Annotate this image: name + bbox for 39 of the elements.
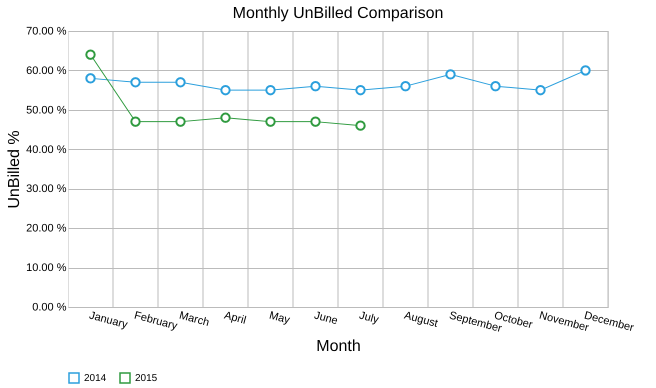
y-tick-label: 60.00 %: [26, 64, 67, 77]
point: [175, 116, 186, 127]
point: [490, 81, 501, 92]
x-tick-label: June: [312, 310, 340, 328]
y-axis-title: UnBilled %: [6, 130, 24, 209]
x-tick-label: July: [358, 310, 380, 326]
x-tick-label: August: [402, 310, 440, 330]
point: [130, 77, 141, 88]
y-tick-label: 70.00 %: [26, 26, 67, 38]
y-tick-label: 30.00 %: [26, 183, 67, 196]
y-tick-label: 0.00 %: [32, 302, 67, 314]
point: [310, 81, 321, 92]
legend-label: 2014: [84, 373, 107, 384]
y-tick-label: 40.00 %: [26, 144, 67, 156]
point: [265, 84, 276, 96]
y-tick-label: 50.00 %: [26, 104, 67, 116]
point: [265, 116, 276, 127]
point: [310, 116, 321, 127]
point: [85, 49, 96, 60]
y-tick-label: 20.00 %: [26, 222, 67, 235]
point: [580, 65, 591, 76]
point: [175, 77, 186, 88]
chart-title: Monthly UnBilled Comparison: [232, 5, 444, 22]
point: [445, 69, 456, 80]
point: [355, 84, 366, 96]
x-tick-label: January: [88, 310, 130, 332]
point: [130, 116, 141, 127]
point: [220, 84, 231, 96]
x-tick-label: March: [178, 310, 211, 329]
y-tick-label: 10.00 %: [26, 262, 67, 274]
point: [535, 84, 546, 96]
x-tick-label: April: [222, 310, 248, 327]
x-axis-title: Month: [316, 338, 361, 356]
legend-label: 2015: [135, 373, 158, 384]
point: [400, 81, 411, 92]
point: [355, 120, 366, 131]
x-tick-label: May: [268, 310, 292, 327]
point: [85, 73, 96, 84]
point: [220, 112, 231, 123]
